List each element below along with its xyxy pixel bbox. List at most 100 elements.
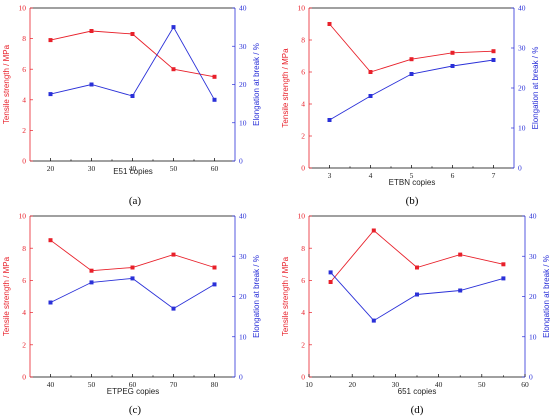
tensile-strength-line <box>50 30 215 78</box>
y-left-axis-title: Tensile strength / MPa <box>2 44 11 124</box>
x-tick-label: 50 <box>478 380 486 389</box>
y-left-tick-label: 0 <box>301 164 305 173</box>
elongation-at-break-point <box>327 118 332 122</box>
y-left-tick-label: 2 <box>301 132 305 141</box>
y-right-tick-label: 30 <box>239 252 247 261</box>
y-right-tick-label: 20 <box>239 80 247 89</box>
elongation-at-break-point <box>501 276 506 281</box>
elongation-at-break-point <box>450 64 455 68</box>
tensile-strength-point <box>212 74 217 79</box>
panel-label: (c) <box>129 404 142 416</box>
tensile-strength-point <box>212 265 217 270</box>
elongation-at-break-line <box>329 59 494 121</box>
x-tick-label: 5 <box>410 171 414 180</box>
tensile-strength-point <box>368 70 373 74</box>
y-left-tick-label: 10 <box>298 212 306 221</box>
y-left-tick-label: 4 <box>301 308 305 317</box>
elongation-at-break-point <box>415 292 419 297</box>
y-left-tick-label: 4 <box>301 100 305 109</box>
x-tick-label: 50 <box>88 380 96 389</box>
y-left-tick-label: 4 <box>22 308 26 317</box>
elongation-at-break-point <box>130 276 135 281</box>
y-left-tick-label: 6 <box>22 276 26 285</box>
x-tick-label: 40 <box>47 380 55 389</box>
y-right-tick-label: 30 <box>518 44 526 53</box>
y-right-tick-label: 40 <box>239 4 247 13</box>
elongation-at-break-point <box>89 82 94 87</box>
tensile-strength-point <box>450 50 455 55</box>
tensile-strength-point <box>328 280 333 284</box>
y-left-tick-label: 10 <box>298 4 306 13</box>
elongation-at-break-point <box>328 270 333 275</box>
y-right-axis-title: Elongation at break / % <box>252 255 261 338</box>
y-left-tick-label: 10 <box>19 4 27 13</box>
chart-panel-1: 20 30 40 50 60 0 2 4 6 8 10 0 10 20 30 40 Tensile streng… <box>2 4 261 207</box>
tensile-strength-point <box>48 238 53 243</box>
y-right-tick-label: 0 <box>239 157 243 166</box>
y-left-tick-label: 8 <box>22 34 26 43</box>
x-axis-title: ETPEG copies <box>107 387 159 396</box>
x-tick-label: 20 <box>348 380 356 389</box>
x-tick-label: 3 <box>328 171 332 180</box>
x-tick-label: 7 <box>492 171 496 180</box>
y-left-tick-label: 0 <box>301 373 305 382</box>
x-axis-title: E51 copies <box>113 167 153 176</box>
panel-label: (b) <box>406 195 419 207</box>
elongation-at-break-point <box>48 300 53 305</box>
tensile-strength-point <box>171 252 176 257</box>
y-right-tick-label: 10 <box>239 118 247 127</box>
tensile-strength-point <box>371 228 376 233</box>
x-axis-title: 651 copies <box>398 387 437 396</box>
x-tick-label: 60 <box>129 380 137 389</box>
y-right-tick-label: 20 <box>529 292 537 301</box>
elongation-at-break-point <box>409 72 414 76</box>
chart-panel-3: 40 50 60 70 80 0 2 4 6 8 10 0 10 20 30 40 Tensile streng… <box>2 212 261 416</box>
y-right-tick-label: 20 <box>239 292 247 301</box>
y-right-tick-label: 0 <box>518 164 522 173</box>
y-left-tick-label: 6 <box>22 65 26 74</box>
elongation-at-break-point <box>368 94 373 98</box>
y-right-tick-label: 10 <box>518 124 526 133</box>
tensile-strength-point <box>171 67 176 72</box>
y-left-tick-label: 6 <box>301 68 305 77</box>
y-right-axis-title: Elongation at break / % <box>531 47 540 130</box>
tensile-strength-point <box>48 38 53 43</box>
tensile-strength-point <box>89 29 94 33</box>
tensile-strength-point <box>491 49 496 54</box>
y-left-axis-title: Tensile strength / MPa <box>2 256 11 336</box>
elongation-at-break-point <box>491 58 496 62</box>
elongation-at-break-point <box>371 318 376 323</box>
panel-label: (a) <box>129 195 142 207</box>
x-tick-label: 50 <box>170 164 178 173</box>
y-left-tick-label: 2 <box>301 340 305 349</box>
y-left-tick-label: 4 <box>22 95 26 104</box>
y-right-axis-title: Elongation at break / % <box>542 255 550 338</box>
x-tick-label: 6 <box>451 171 455 180</box>
y-right-tick-label: 10 <box>239 332 247 341</box>
panel-label: (d) <box>411 404 424 416</box>
x-tick-label: 40 <box>129 164 137 173</box>
y-left-tick-label: 0 <box>22 373 26 382</box>
y-right-tick-label: 40 <box>239 212 247 221</box>
x-tick-label: 60 <box>521 380 529 389</box>
x-tick-label: 80 <box>211 380 219 389</box>
chart-panel-2: 3 4 5 6 7 0 2 4 6 8 10 0 10 20 30 40 Tensile strength / … <box>281 4 540 207</box>
elongation-at-break-point <box>458 288 463 293</box>
y-left-tick-label: 2 <box>22 126 26 135</box>
x-tick-label: 4 <box>369 171 373 180</box>
elongation-at-break-point <box>171 25 176 30</box>
elongation-at-break-point <box>212 282 217 287</box>
tensile-strength-point <box>327 22 332 26</box>
y-left-tick-label: 8 <box>301 244 305 253</box>
x-axis-title: ETBN copies <box>389 178 436 187</box>
tensile-strength-point <box>501 262 506 267</box>
y-left-tick-label: 2 <box>22 340 26 349</box>
tensile-strength-point <box>89 268 94 273</box>
elongation-at-break-point <box>89 280 94 285</box>
tensile-strength-point <box>458 252 463 257</box>
y-right-tick-label: 40 <box>529 212 537 221</box>
y-left-tick-label: 8 <box>22 244 26 253</box>
elongation-at-break-line <box>50 277 215 310</box>
